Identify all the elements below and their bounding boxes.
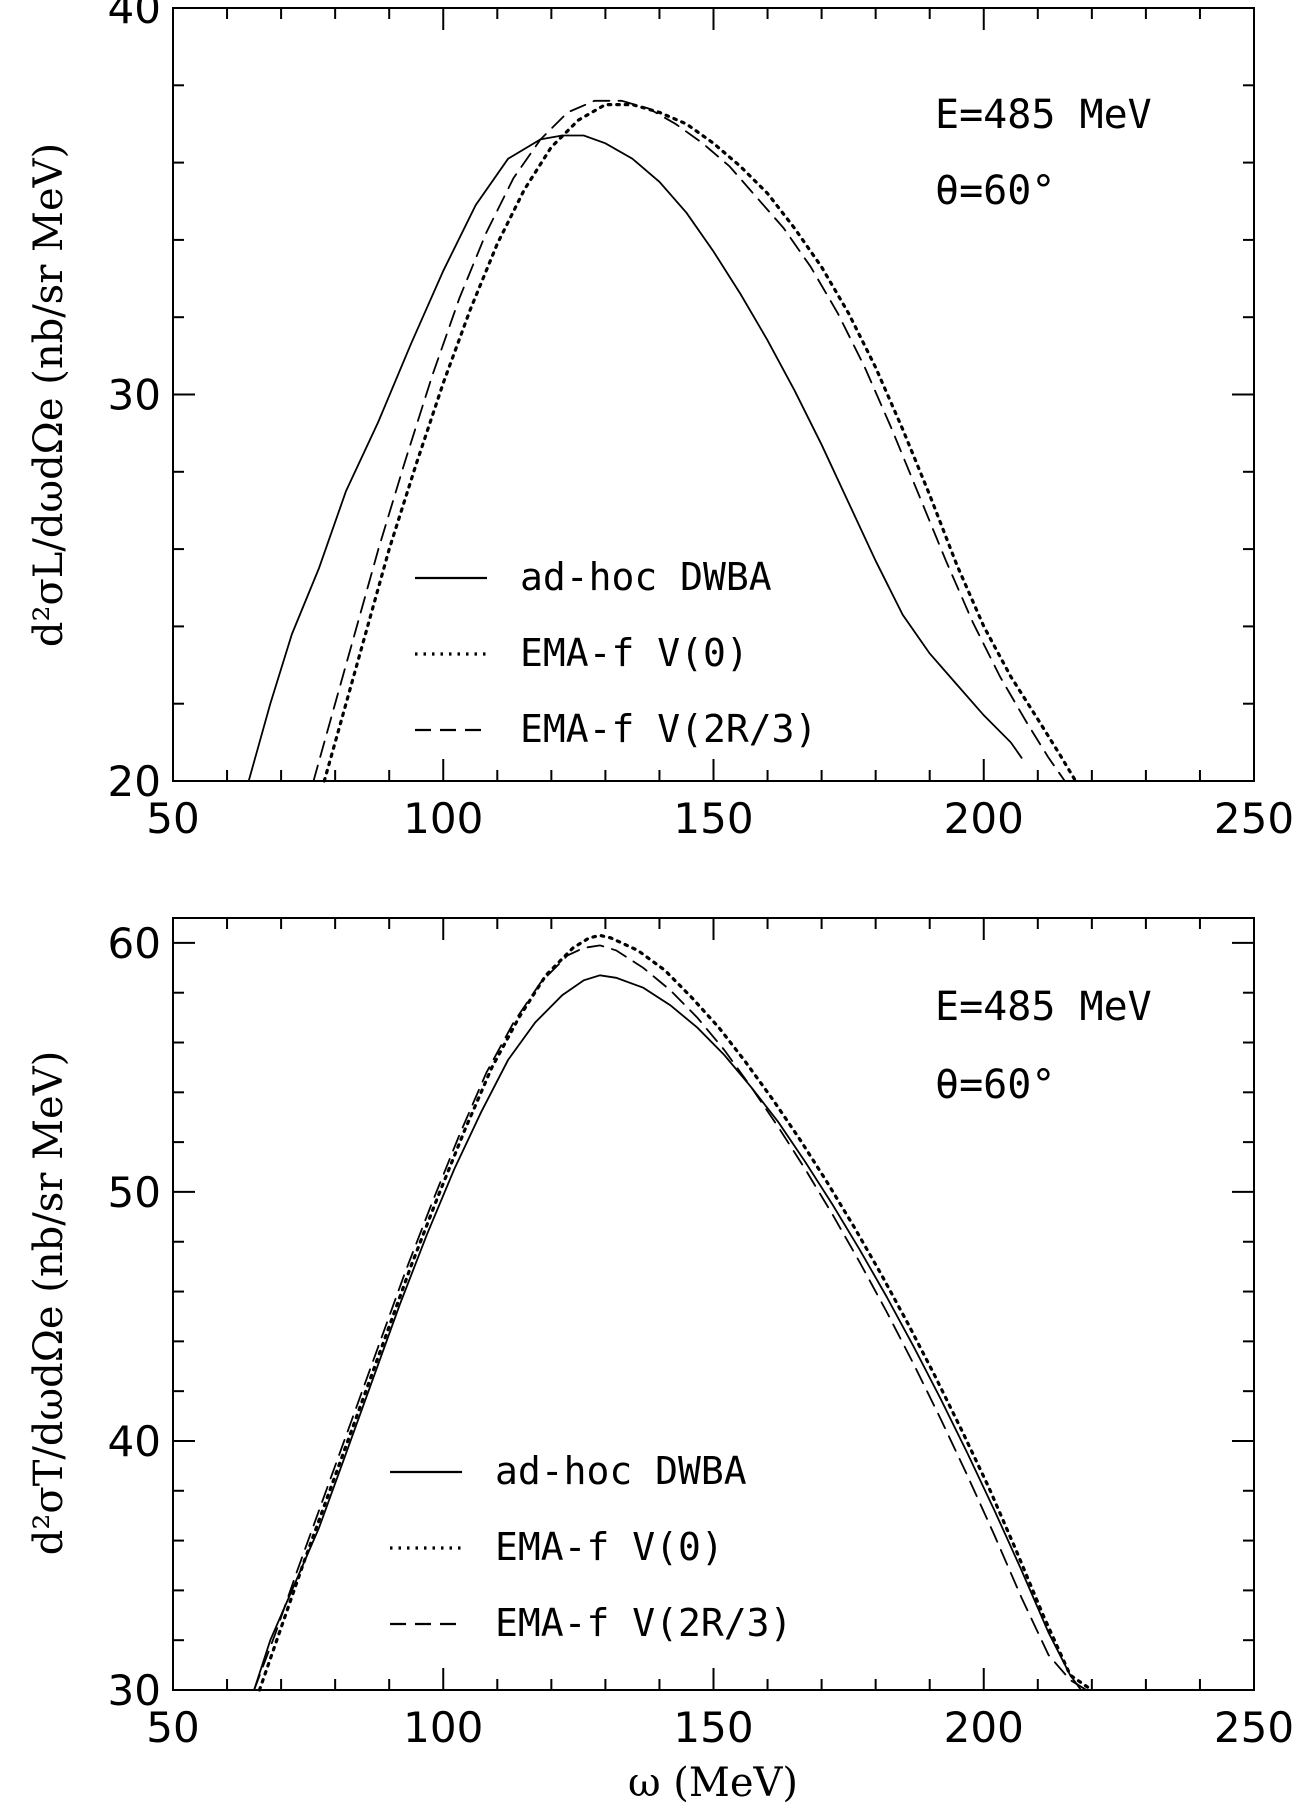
bottom-panel: 50 100 150 200 250 30 40 50 60 E=485 MeV θ=60° a… (26, 917, 1294, 1806)
x-tick-label: 50 (146, 794, 199, 843)
x-tick-label: 250 (1214, 1703, 1294, 1752)
legend-label: EMA-f V(0) (495, 1525, 724, 1569)
annotation-energy: E=485 MeV (935, 984, 1152, 1030)
x-tick-label: 150 (673, 794, 753, 843)
x-tick-label: 200 (944, 1703, 1024, 1752)
series-line-dotted (257, 933, 1094, 1692)
x-tick-label: 100 (403, 1703, 483, 1752)
series-line-dashed (253, 944, 1088, 1691)
annotation-angle: θ=60° (935, 168, 1055, 214)
series-line-solid (247, 134, 1023, 782)
y-tick-label: 30 (108, 1666, 161, 1715)
legend-label: EMA-f V(2R/3) (495, 1601, 792, 1645)
y-tick-label: 20 (108, 757, 161, 806)
annotation-energy: E=485 MeV (935, 92, 1152, 138)
x-tick-label: 200 (944, 794, 1024, 843)
x-tick-label: 150 (673, 1703, 753, 1752)
legend-label: ad-hoc DWBA (495, 1449, 747, 1493)
series-line-dotted (322, 102, 1078, 783)
y-tick-label: 40 (108, 0, 161, 33)
y-axis-label: d²σL/dωdΩe (nb/sr MeV) (26, 143, 72, 647)
legend-label: ad-hoc DWBA (520, 555, 772, 599)
y-tick-label: 40 (108, 1417, 161, 1466)
x-axis-label: ω (MeV) (628, 1760, 798, 1806)
y-tick-label: 60 (108, 919, 161, 968)
y-axis-label: d²σT/dωdΩe (nb/sr MeV) (26, 1051, 72, 1555)
series-line-solid (253, 974, 1082, 1691)
legend: ad-hoc DWBA EMA-f V(0) EMA-f V(2R/3) (415, 555, 817, 751)
legend-label: EMA-f V(0) (520, 631, 749, 675)
series-line-dashed (312, 99, 1066, 782)
x-tick-label: 50 (146, 1703, 199, 1752)
top-panel: 50 100 150 200 250 20 30 40 E=485 MeV θ=60° ad-… (26, 0, 1294, 843)
plot-frame (172, 917, 1255, 1691)
annotation-angle: θ=60° (935, 1062, 1055, 1108)
legend: ad-hoc DWBA EMA-f V(0) EMA-f V(2R/3) (390, 1449, 792, 1645)
legend-label: EMA-f V(2R/3) (520, 707, 817, 751)
x-tick-label: 250 (1214, 794, 1294, 843)
x-tick-label: 100 (403, 794, 483, 843)
y-tick-label: 50 (108, 1168, 161, 1217)
y-tick-label: 30 (108, 371, 161, 420)
